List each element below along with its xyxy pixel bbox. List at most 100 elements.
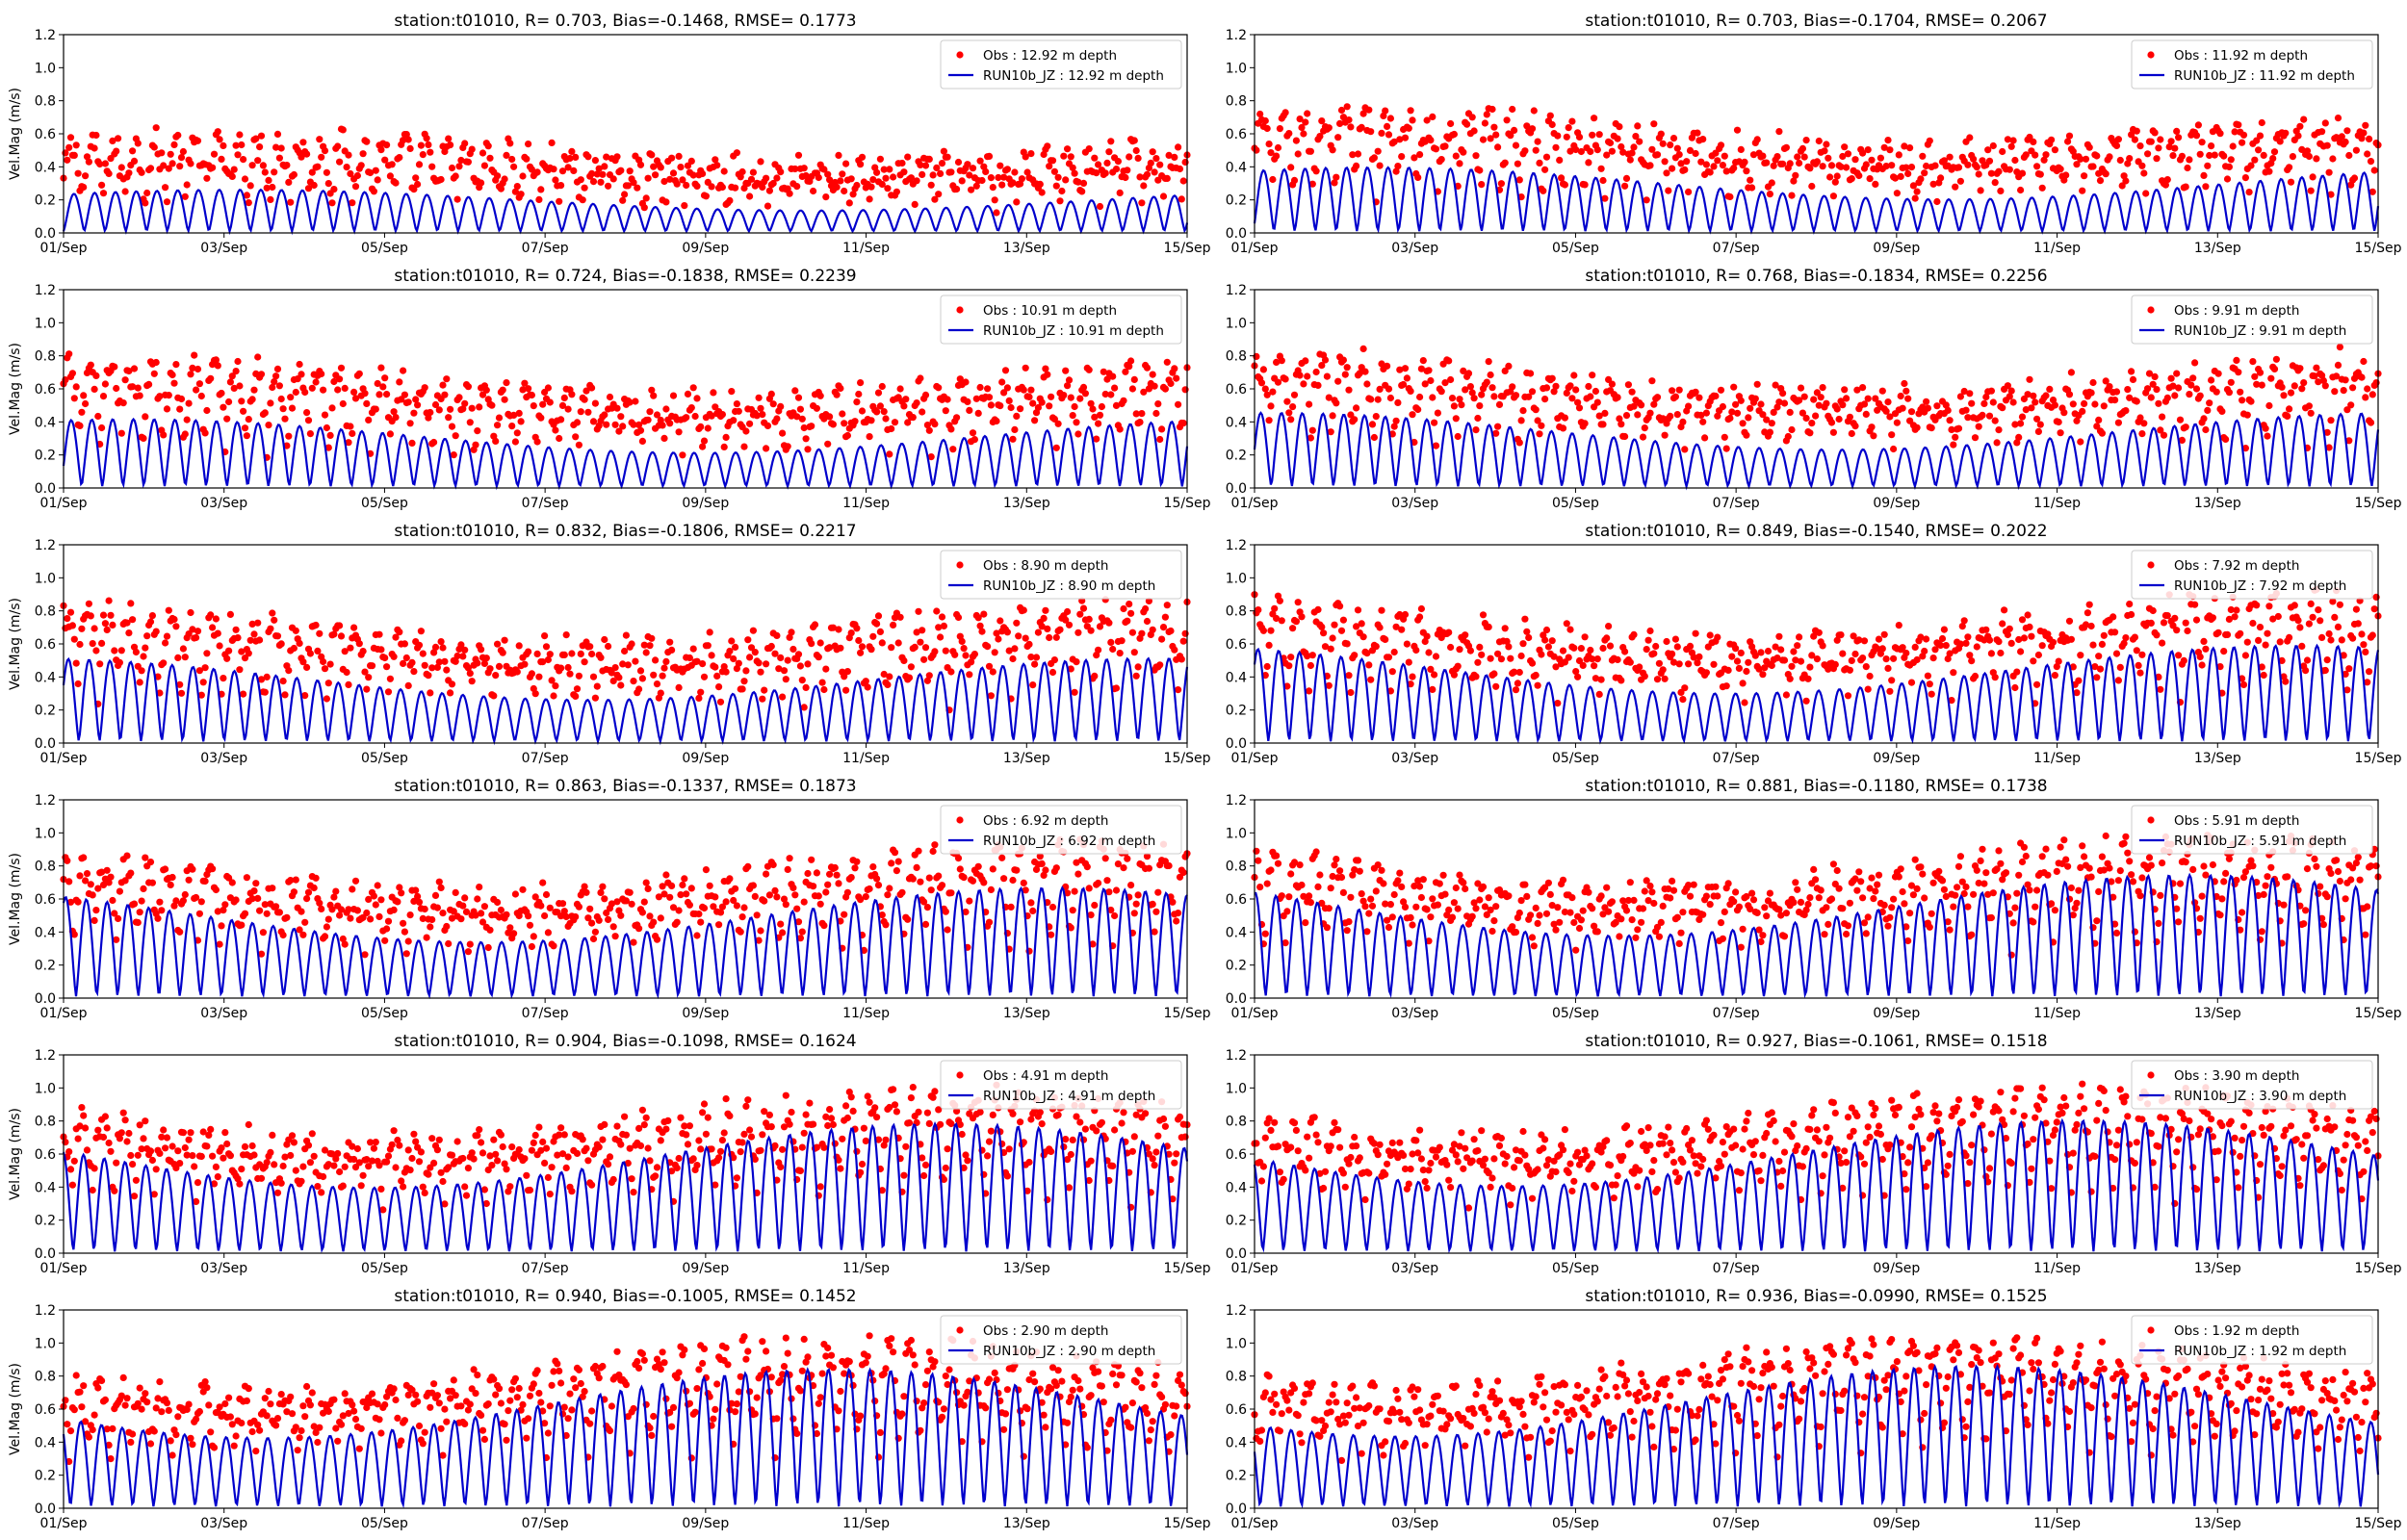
obs-point [1096,202,1104,211]
obs-point [1909,891,1917,899]
obs-point [1454,905,1462,912]
obs-point [396,884,403,891]
obs-point [176,405,184,413]
obs-point [1527,370,1535,377]
obs-point [191,351,198,359]
obs-point [606,393,614,401]
obs-point [1273,614,1281,623]
obs-point [1853,386,1861,394]
obs-point [2064,138,2072,145]
obs-point [1040,871,1048,880]
obs-point [91,385,98,393]
obs-point [662,657,670,666]
obs-point [969,877,977,885]
obs-point [279,405,287,413]
obs-point [1116,189,1124,196]
obs-point [1810,865,1818,874]
obs-point [1924,404,1931,412]
obs-point [218,389,225,398]
obs-point [985,662,994,670]
obs-point [99,611,108,619]
obs-point [103,866,111,874]
obs-point [1512,392,1520,399]
obs-point [1618,677,1625,684]
obs-point [177,395,186,403]
obs-point [1659,902,1667,911]
obs-point [1304,653,1311,660]
obs-point [2300,379,2308,387]
obs-point [2296,624,2304,631]
obs-point [511,438,520,446]
obs-point [2256,369,2265,376]
legend-obs-label: Obs : 9.91 m depth [2174,303,2299,319]
obs-point [1351,652,1359,659]
obs-point [1570,372,1578,379]
obs-point [2286,405,2293,413]
obs-point [1138,199,1146,207]
obs-point [722,668,730,676]
obs-point [1829,428,1837,436]
obs-point [1907,408,1916,416]
obs-point [334,386,342,394]
obs-point [2182,619,2189,627]
legend-model-label: RUN10b_JZ : 10.91 m depth [983,323,1164,339]
obs-point [1608,380,1616,388]
obs-point [1646,162,1654,169]
obs-point [2202,645,2210,653]
obs-point [1552,143,1560,151]
obs-point [1365,106,1373,114]
obs-point [1089,405,1097,413]
obs-point [1874,645,1881,653]
obs-point [1572,145,1580,154]
obs-point [1519,640,1527,648]
obs-point [1126,601,1133,608]
obs-point [1483,911,1490,919]
obs-point [1267,627,1275,634]
obs-point [2133,647,2140,654]
obs-point [1548,637,1556,645]
obs-point [1747,176,1754,184]
obs-point [1392,623,1400,630]
obs-point [2011,421,2019,428]
obs-point [2321,382,2329,390]
obs-point [1447,643,1455,652]
obs-point [1154,888,1162,896]
obs-point [2051,401,2058,409]
obs-point [1685,188,1693,195]
obs-point [1000,173,1008,181]
obs-point [1300,130,1307,138]
obs-point [842,686,850,694]
obs-point [1009,179,1017,187]
obs-point [1632,934,1640,941]
obs-point [2087,389,2095,397]
y-tick-label: 0.0 [35,226,56,242]
obs-point [706,882,713,889]
obs-point [767,390,775,398]
obs-point [2082,155,2090,163]
obs-point [1532,671,1540,680]
obs-point [98,868,106,876]
obs-point [232,368,240,375]
obs-point [1906,144,1914,152]
x-tick-label: 07/Sep [522,751,569,766]
obs-point [1875,635,1883,643]
obs-point [2237,388,2244,396]
obs-point [697,688,705,696]
obs-point [1474,880,1482,887]
x-tick-label: 09/Sep [1873,241,1920,256]
obs-point [70,931,78,938]
obs-point [1790,899,1798,907]
obs-point [1354,150,1362,158]
obs-point [1255,857,1262,864]
obs-point [1147,159,1154,167]
obs-point [1062,616,1070,624]
obs-point [1064,145,1072,153]
obs-point [162,865,169,873]
obs-point [733,400,741,408]
obs-point [404,398,412,406]
obs-point [412,174,420,182]
y-tick-label: 0.4 [35,670,56,685]
obs-point [1329,872,1336,881]
obs-series [60,835,1191,959]
obs-point [646,642,654,650]
